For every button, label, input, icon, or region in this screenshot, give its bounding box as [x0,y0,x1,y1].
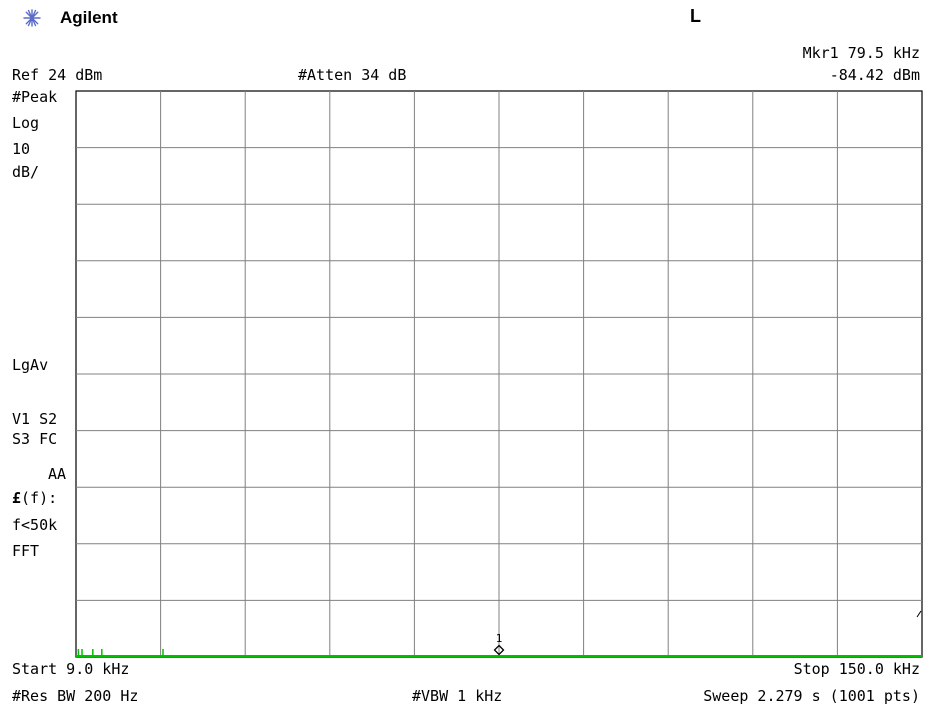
start-frequency: Start 9.0 kHz [12,660,129,678]
video-bandwidth: #VBW 1 kHz [412,687,502,705]
reference-tick [917,611,921,617]
graticule [76,91,922,657]
sweep-time: Sweep 2.279 s (1001 pts) [703,687,920,705]
stop-frequency: Stop 150.0 kHz [794,660,920,678]
resolution-bandwidth: #Res BW 200 Hz [12,687,138,705]
marker-number: 1 [496,632,503,645]
